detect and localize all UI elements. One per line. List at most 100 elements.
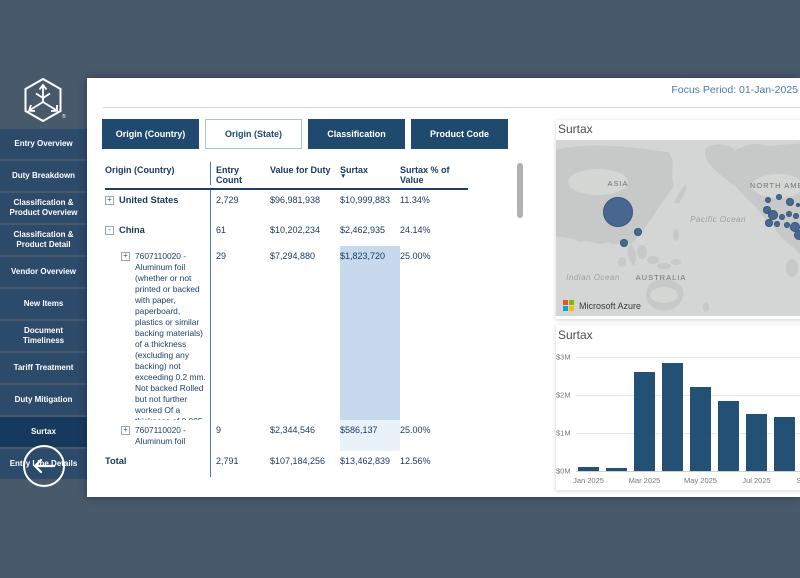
row-value-cell: 25.00% — [400, 425, 431, 435]
row-name-wrap: +7607110020 - Aluminum foil (whether or … — [121, 251, 206, 420]
surtax-month-bar[interactable] — [718, 401, 739, 471]
sidebar-item-classification-product-overview[interactable]: Classification & Product Overview — [0, 193, 87, 223]
surtax-month-bar[interactable] — [746, 414, 767, 471]
surtax-month-bar[interactable] — [578, 467, 599, 471]
sidebar: ® Entry Overview Duty Breakdown Classifica… — [0, 0, 87, 578]
sort-descending-icon: ▼ — [340, 173, 347, 180]
svg-text:®: ® — [62, 113, 66, 120]
map-data-bubble[interactable] — [763, 206, 771, 214]
x-axis-tick-label: Sep 2025 — [796, 476, 800, 485]
map-data-bubble[interactable] — [794, 230, 800, 240]
map-data-bubble[interactable] — [620, 239, 628, 247]
map-data-bubble[interactable] — [786, 211, 792, 217]
map-data-bubble[interactable] — [793, 213, 799, 219]
sidebar-item-classification-product-detail[interactable]: Classification & Product Detail — [0, 225, 87, 255]
sidebar-item-entry-overview[interactable]: Entry Overview — [0, 129, 87, 159]
map-title: Surtax — [558, 122, 593, 136]
sidebar-item-vendor-overview[interactable]: Vendor Overview — [0, 257, 87, 287]
tab-origin-state-[interactable]: Origin (State) — [205, 119, 302, 149]
column-header-5[interactable]: Surtax % of Value — [400, 162, 464, 185]
map-data-bubble[interactable] — [603, 197, 633, 227]
header-divider — [103, 107, 800, 108]
table-header-row: Origin (Country) Entry Count Value for Dut… — [105, 162, 468, 185]
surtax-map-panel: Surtax — [556, 120, 800, 319]
table-row: - China 61 $10,202,234 $2,462,935 24.14% — [105, 220, 468, 246]
expand-toggle-icon[interactable]: + — [121, 252, 130, 261]
row-name-wrap: + United States — [105, 195, 206, 206]
x-axis-tick-label: Jan 2025 — [573, 476, 604, 485]
y-axis-tick-label: $0M — [556, 466, 571, 476]
map-data-bubble[interactable] — [765, 197, 771, 203]
microsoft-logo-icon — [563, 300, 574, 311]
column-header-label: Surtax % of Value — [400, 165, 450, 185]
back-button[interactable] — [23, 445, 65, 487]
map-data-bubble[interactable] — [790, 222, 800, 232]
x-axis-tick-label: May 2025 — [684, 476, 717, 485]
map-data-bubble[interactable] — [634, 228, 642, 236]
sidebar-item-document-timeliness[interactable]: Document Timeliness — [0, 321, 87, 351]
chart-gridline — [576, 395, 800, 396]
row-value-cell: 11.34% — [400, 195, 430, 205]
row-value-cell: 2,729 — [210, 190, 270, 220]
row-value-cell: 12.56% — [400, 456, 431, 466]
azure-map[interactable]: ASIA NORTH AMERICA AUSTRALIA Pacific Ocean I… — [556, 140, 800, 316]
y-axis-tick-label: $3M — [556, 352, 571, 362]
row-name-wrap: Total — [105, 456, 206, 467]
column-header-3[interactable]: Value for Duty — [270, 162, 340, 185]
app-logo-icon: ® — [21, 76, 67, 131]
table-scrollbar[interactable] — [517, 163, 523, 218]
row-name-cell: +7607110020 - Aluminum foil — [105, 420, 210, 451]
ms-logo-square — [569, 300, 574, 305]
view-tabs: Origin (Country) Origin (State) Classifica… — [102, 119, 508, 149]
map-data-bubble[interactable] — [796, 203, 800, 207]
surtax-month-bar[interactable] — [690, 387, 711, 471]
map-data-bubble[interactable] — [779, 214, 785, 220]
surtax-month-bar[interactable] — [606, 468, 627, 471]
map-label-pacific-ocean: Pacific Ocean — [690, 215, 746, 224]
column-header-label: Value for Duty — [270, 165, 331, 175]
surtax-matrix: Origin (Country) Entry Count Value for Dut… — [105, 162, 468, 477]
row-name-wrap: +7607110020 - Aluminum foil — [121, 425, 206, 447]
row-name-cell: - China — [105, 220, 210, 246]
row-value-cell: $586,137 — [340, 420, 400, 451]
chart-gridline — [576, 357, 800, 358]
sidebar-nav: Entry Overview Duty Breakdown Classificati… — [0, 129, 87, 479]
map-data-bubble[interactable] — [776, 194, 782, 200]
column-header-4[interactable]: Surtax ▼ — [340, 162, 400, 185]
chart-gridline — [576, 433, 800, 434]
map-label-australia: AUSTRALIA — [635, 273, 687, 282]
row-value-cell: 25.00% — [400, 251, 431, 261]
surtax-month-bar[interactable] — [634, 372, 655, 471]
surtax-month-bar[interactable] — [774, 417, 795, 471]
map-data-bubble[interactable] — [774, 221, 780, 227]
map-data-bubble[interactable] — [768, 210, 778, 220]
map-data-bubble[interactable] — [784, 222, 790, 228]
tab-classification[interactable]: Classification — [308, 119, 405, 149]
map-label-asia: ASIA — [607, 179, 629, 188]
column-header-1[interactable]: Origin (Country) — [105, 162, 210, 185]
row-value-cell: 29 — [210, 246, 270, 420]
map-label-indian-ocean: Indian Ocean — [566, 273, 620, 282]
tab-origin-country-[interactable]: Origin (Country) — [102, 119, 199, 149]
row-label: Total — [105, 456, 127, 466]
sidebar-item-tariff-treatment[interactable]: Tariff Treatment — [0, 353, 87, 383]
expand-toggle-icon[interactable]: + — [105, 196, 114, 205]
tab-product-code[interactable]: Product Code — [411, 119, 508, 149]
map-data-bubble[interactable] — [786, 198, 794, 206]
sidebar-item-new-items[interactable]: New Items — [0, 289, 87, 319]
column-header-label: Origin (Country) — [105, 165, 175, 175]
sidebar-item-surtax[interactable]: Surtax — [0, 417, 87, 447]
collapse-toggle-icon[interactable]: - — [105, 226, 114, 235]
ms-logo-square — [563, 306, 568, 311]
y-axis-tick-label: $2M — [556, 390, 571, 400]
expand-toggle-icon[interactable]: + — [121, 426, 130, 435]
map-attribution-text: Microsoft Azure — [579, 300, 642, 311]
column-header-2[interactable]: Entry Count — [210, 162, 270, 185]
surtax-month-bar[interactable] — [662, 363, 683, 471]
row-value-cell: 61 — [210, 220, 270, 246]
sidebar-item-duty-breakdown[interactable]: Duty Breakdown — [0, 161, 87, 191]
row-label: China — [119, 225, 145, 235]
map-data-bubble[interactable] — [765, 219, 773, 227]
sidebar-item-duty-mitigation[interactable]: Duty Mitigation — [0, 385, 87, 415]
ms-logo-square — [569, 306, 574, 311]
